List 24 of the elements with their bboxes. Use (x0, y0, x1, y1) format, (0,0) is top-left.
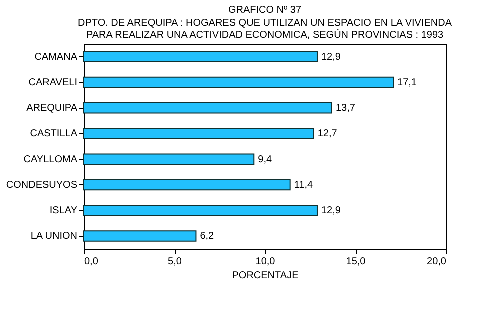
x-tick-label: 0,0 (84, 256, 99, 268)
data-label: 9,4 (258, 154, 272, 166)
chart-subtitle: DPTO. DE AREQUIPA : HOGARES QUE UTILIZAN UN ESPACIO EN LA VIVIENDA PARA REALIZAR UNA ACTIVIDAD ECONOMICA, SEGÚN PROVINCIAS : 1993 (78, 18, 452, 41)
data-label: 12,7 (318, 128, 338, 140)
data-label: 6,2 (200, 231, 215, 242)
x-tick-label: 5,0 (168, 256, 182, 268)
x-axis-title: PORCENTAJE (232, 270, 300, 282)
x-tick-label: 15,0 (346, 256, 366, 268)
chart-title: GRAFICO Nº 37 (228, 5, 302, 16)
data-label: 17,1 (398, 77, 418, 88)
x-tick-label: 20,0 (427, 256, 447, 268)
y-tick-label: CASTILLA (30, 128, 78, 140)
y-tick-label: CONDESUYOS (6, 180, 78, 191)
y-tick-label: AREQUIPA (26, 103, 78, 114)
y-tick-label: ISLAY (50, 206, 78, 217)
x-tick-label: 10,0 (256, 256, 276, 268)
data-label: 13,7 (336, 103, 356, 114)
y-tick-label: CAMANA (34, 52, 78, 63)
y-tick-label: CAYLLOMA (24, 154, 78, 166)
data-label: 12,9 (321, 52, 342, 63)
data-label: 11,4 (294, 180, 314, 191)
y-tick-label: CARAVELI (28, 77, 78, 88)
data-label: 12,9 (321, 206, 342, 217)
y-tick-label: LA UNION (30, 231, 78, 242)
